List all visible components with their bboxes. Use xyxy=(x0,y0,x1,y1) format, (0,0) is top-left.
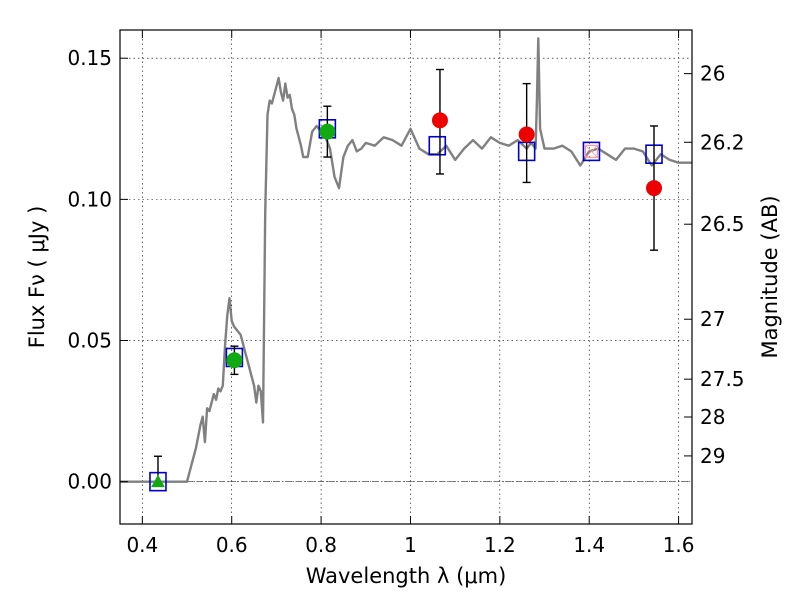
magnitude-tick-label: 28 xyxy=(700,405,725,429)
x-tick-label: 1.4 xyxy=(573,533,605,557)
magnitude-tick-label: 26.2 xyxy=(700,130,745,154)
right-y-axis-label: Magnitude (AB) xyxy=(758,195,782,358)
y-tick-label: 0.10 xyxy=(67,187,112,211)
x-tick-label: 0.4 xyxy=(126,533,158,557)
model-point-square xyxy=(582,141,601,162)
green-observation-point xyxy=(319,123,336,140)
magnitude-tick-label: 29 xyxy=(700,444,725,468)
y-tick-label: 0.00 xyxy=(67,470,112,494)
upper-limit-cross xyxy=(585,145,598,158)
x-tick-label: 0.6 xyxy=(216,533,248,557)
upper-limit-box xyxy=(584,144,599,158)
magnitude-tick-label: 27 xyxy=(700,307,725,331)
x-tick-label: 1.2 xyxy=(484,533,516,557)
magnitude-tick-label: 26 xyxy=(700,62,725,86)
y-tick-label: 0.15 xyxy=(67,46,112,70)
magnitude-tick-label: 26.5 xyxy=(700,212,745,236)
red-observation-point xyxy=(518,126,535,143)
red-observation-point xyxy=(431,112,448,129)
y-tick-label: 0.05 xyxy=(67,329,112,353)
green-observation-point xyxy=(226,352,243,369)
model-point-square xyxy=(428,135,447,156)
grid-lines xyxy=(120,30,692,524)
x-tick-label: 0.8 xyxy=(305,533,337,557)
plot-frame xyxy=(119,29,693,525)
left-y-axis-label: Flux Fν ( μJy ) xyxy=(25,206,49,349)
red-observation-point xyxy=(646,180,663,197)
magnitude-tick-label: 27.5 xyxy=(700,367,745,391)
x-tick-label: 1 xyxy=(404,533,417,557)
x-axis-label: Wavelength λ (μm) xyxy=(306,564,507,588)
data-series xyxy=(120,37,692,492)
axis-ticks: 0.4 0.6 0.8 1 1.2 1.4 1.6 0.00 0.05 0.10 0.15 26 26.… xyxy=(67,30,745,557)
observation-triangle xyxy=(151,474,165,488)
x-tick-label: 1.6 xyxy=(663,533,695,557)
